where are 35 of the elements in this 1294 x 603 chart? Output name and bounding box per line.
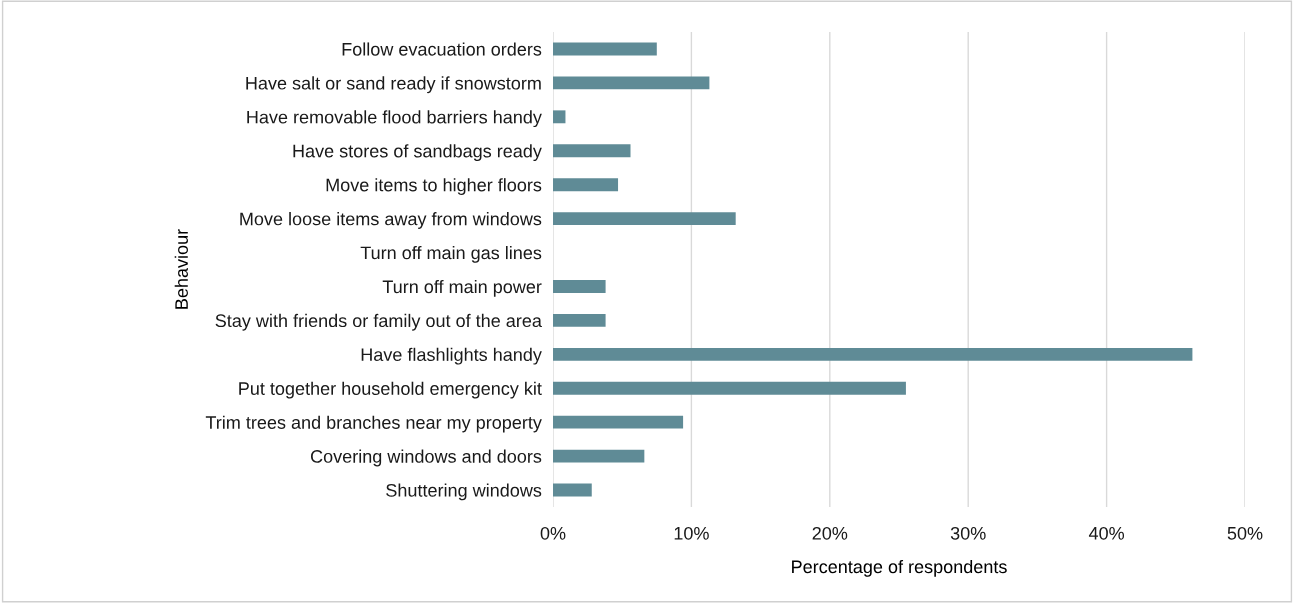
y-tick-label: Stay with friends or family out of the area xyxy=(215,313,542,331)
y-axis-title: Behaviour xyxy=(174,229,188,309)
bar xyxy=(553,212,736,226)
bar xyxy=(553,483,592,497)
bar xyxy=(553,280,606,293)
y-tick-label: Covering windows and doors xyxy=(310,449,542,467)
bar xyxy=(553,76,710,90)
x-axis-title: Percentage of respondents xyxy=(792,559,1007,577)
x-tick-label: 0% xyxy=(540,526,566,540)
y-tick-label: Move loose items away from windows xyxy=(240,212,542,229)
bar xyxy=(553,178,619,192)
bar xyxy=(553,313,606,327)
x-tick-label: 30% xyxy=(950,526,986,540)
y-tick-label: Have stores of sandbags ready xyxy=(293,144,542,162)
bar xyxy=(553,347,1193,361)
y-tick-label: Have flashlights handy xyxy=(361,347,542,365)
x-tick-label: 20% xyxy=(812,526,848,540)
x-tick-label: 10% xyxy=(674,526,709,540)
y-tick-label: Have removable flood barriers handy xyxy=(247,110,542,128)
y-tick-label: Trim trees and branches near my property xyxy=(205,415,542,433)
y-tick-label: Have salt or sand ready if snowstorm xyxy=(246,76,541,94)
y-tick-label: Put together household emergency kit xyxy=(239,381,542,399)
y-tick-label: Turn off main power xyxy=(382,279,542,297)
bar xyxy=(553,42,657,56)
y-tick-label: Move items to higher floors xyxy=(326,178,542,195)
y-tick-label: Turn off main gas lines xyxy=(360,245,542,263)
bar xyxy=(553,381,906,395)
x-tick-label: 50% xyxy=(1227,526,1263,540)
x-tick-label: 40% xyxy=(1088,526,1125,540)
bar xyxy=(553,415,684,429)
y-tick-label: Follow evacuation orders xyxy=(342,42,542,56)
bar xyxy=(553,110,566,124)
bar xyxy=(553,144,631,158)
y-tick-label: Shuttering windows xyxy=(386,483,542,501)
bar xyxy=(553,449,645,463)
